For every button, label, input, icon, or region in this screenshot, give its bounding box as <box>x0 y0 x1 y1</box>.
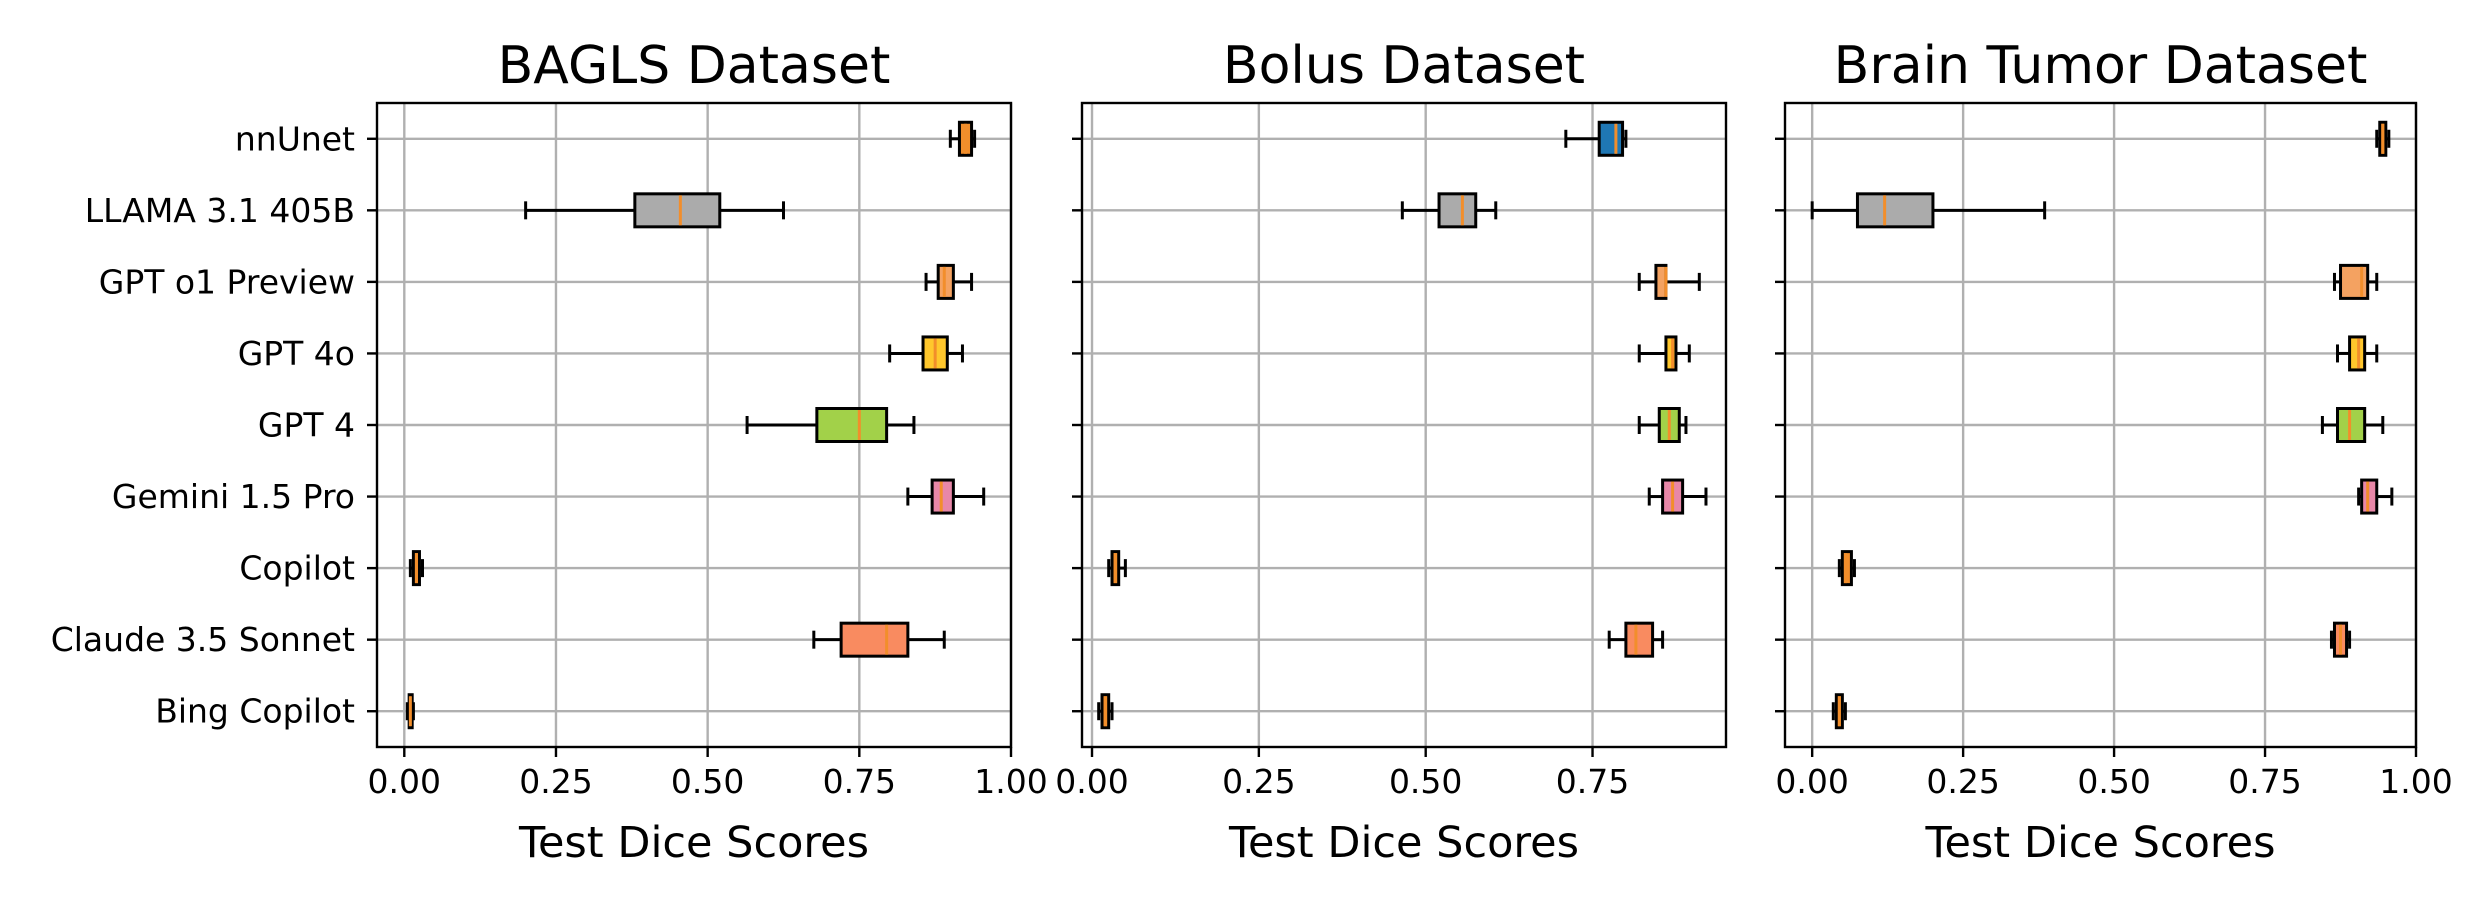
xtick-label-2: 0.50 <box>671 762 744 801</box>
box-gpt-o1-preview <box>924 263 974 300</box>
xtick-label-4: 1.00 <box>2379 762 2452 801</box>
xtick-label-1: 0.25 <box>1926 762 1999 801</box>
box-iqr <box>2348 335 2367 372</box>
ytick-label-llama-3-1-405b: LLAMA 3.1 405B <box>85 191 355 230</box>
x-axis-label: Test Dice Scores <box>518 818 869 868</box>
chart-title: BAGLS Dataset <box>498 36 891 96</box>
box-gpt-4 <box>1637 407 1688 443</box>
box-iqr <box>815 407 889 443</box>
box-iqr <box>1654 263 1668 300</box>
box-llama-3-1-405b <box>1400 192 1498 229</box>
x-axis-label: Test Dice Scores <box>1228 818 1579 868</box>
box-copilot <box>1107 550 1127 587</box>
box-bing-copilot <box>1097 693 1114 730</box>
panel-bolus-dataset: 0.00 0.25 0.50 0.75 Test Dice Scores Bolus Da… <box>1055 36 1728 868</box>
ytick-label-bing-copilot: Bing Copilot <box>155 692 355 731</box>
box-gemini-1-5-pro <box>2357 478 2394 515</box>
box-gemini-1-5-pro <box>1647 478 1708 515</box>
xtick-label-1: 0.25 <box>1222 762 1295 801</box>
box-iqr <box>2360 478 2379 515</box>
box-gpt-4o <box>888 335 964 372</box>
ytick-label-gpt-o1-preview: GPT o1 Preview <box>99 262 355 301</box>
ytick-label-copilot: Copilot <box>239 549 355 588</box>
xtick-label-1: 0.25 <box>519 762 592 801</box>
box-iqr <box>1664 335 1678 372</box>
xtick-label-0: 0.00 <box>1055 762 1128 801</box>
ytick-label-claude-3-5-sonnet: Claude 3.5 Sonnet <box>51 620 355 659</box>
xtick-label-3: 0.75 <box>1556 762 1629 801</box>
panel-brain-tumor-dataset: 0.00 0.25 0.50 0.75 1.00 Test Dice Scores Brai… <box>1775 36 2453 868</box>
box-nnunet <box>1564 120 1628 157</box>
box-iqr <box>2336 407 2367 443</box>
box-gpt-4o <box>2336 335 2379 372</box>
box-gpt-4 <box>2320 407 2385 443</box>
chart-title: Bolus Dataset <box>1223 36 1585 96</box>
xtick-label-4: 1.00 <box>974 762 1047 801</box>
box-gpt-o1-preview <box>2332 263 2379 300</box>
box-iqr <box>1855 192 1935 229</box>
box-iqr <box>930 478 955 515</box>
chart-title: Brain Tumor Dataset <box>1834 36 2368 96</box>
box-iqr <box>1840 550 1853 587</box>
box-bing-copilot <box>405 693 415 730</box>
box-copilot <box>408 550 425 587</box>
box-claude-3-5-sonnet <box>812 621 946 658</box>
box-llama-3-1-405b <box>1810 192 2047 229</box>
box-iqr <box>1624 621 1655 658</box>
ytick-label-gpt-4: GPT 4 <box>258 406 355 445</box>
xtick-label-0: 0.00 <box>1775 762 1848 801</box>
x-axis-label: Test Dice Scores <box>1924 818 2275 868</box>
box-gpt-o1-preview <box>1637 263 1701 300</box>
box-copilot <box>1837 550 1856 587</box>
box-gemini-1-5-pro <box>906 478 986 515</box>
xtick-label-2: 0.50 <box>1389 762 1462 801</box>
ytick-label-gemini-1-5-pro: Gemini 1.5 Pro <box>112 477 355 516</box>
box-claude-3-5-sonnet <box>2329 621 2352 658</box>
box-nnunet <box>2375 120 2391 157</box>
box-claude-3-5-sonnet <box>1607 621 1665 658</box>
ytick-label-nnunet: nnUnet <box>235 119 355 158</box>
ytick-label-gpt-4o: GPT 4o <box>238 334 355 373</box>
box-bing-copilot <box>1831 693 1847 730</box>
box-iqr <box>936 263 955 300</box>
xtick-label-0: 0.00 <box>368 762 441 801</box>
box-iqr <box>1597 120 1625 157</box>
panel-bagls-dataset: nnUnet LLAMA 3.1 405B GPT o1 Preview GPT 4o… <box>51 36 1048 868</box>
box-llama-3-1-405b <box>524 192 785 229</box>
xtick-label-3: 0.75 <box>2228 762 2301 801</box>
box-gpt-4o <box>1637 335 1691 372</box>
box-iqr <box>839 621 910 658</box>
box-nnunet <box>948 120 977 157</box>
xtick-label-2: 0.50 <box>2077 762 2150 801</box>
box-gpt-4 <box>745 407 916 443</box>
box-iqr <box>2339 263 2370 300</box>
box-iqr <box>1437 192 1478 229</box>
xtick-label-3: 0.75 <box>823 762 896 801</box>
box-iqr <box>633 192 722 229</box>
